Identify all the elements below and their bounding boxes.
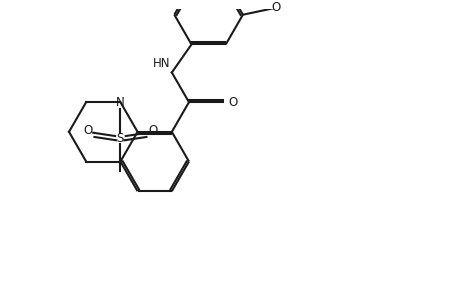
Text: O: O (228, 96, 237, 109)
Text: HN: HN (153, 57, 170, 70)
Text: S: S (117, 132, 124, 145)
Text: O: O (271, 1, 280, 14)
Text: O: O (148, 124, 157, 137)
Text: N: N (116, 96, 124, 109)
Text: O: O (83, 124, 92, 137)
